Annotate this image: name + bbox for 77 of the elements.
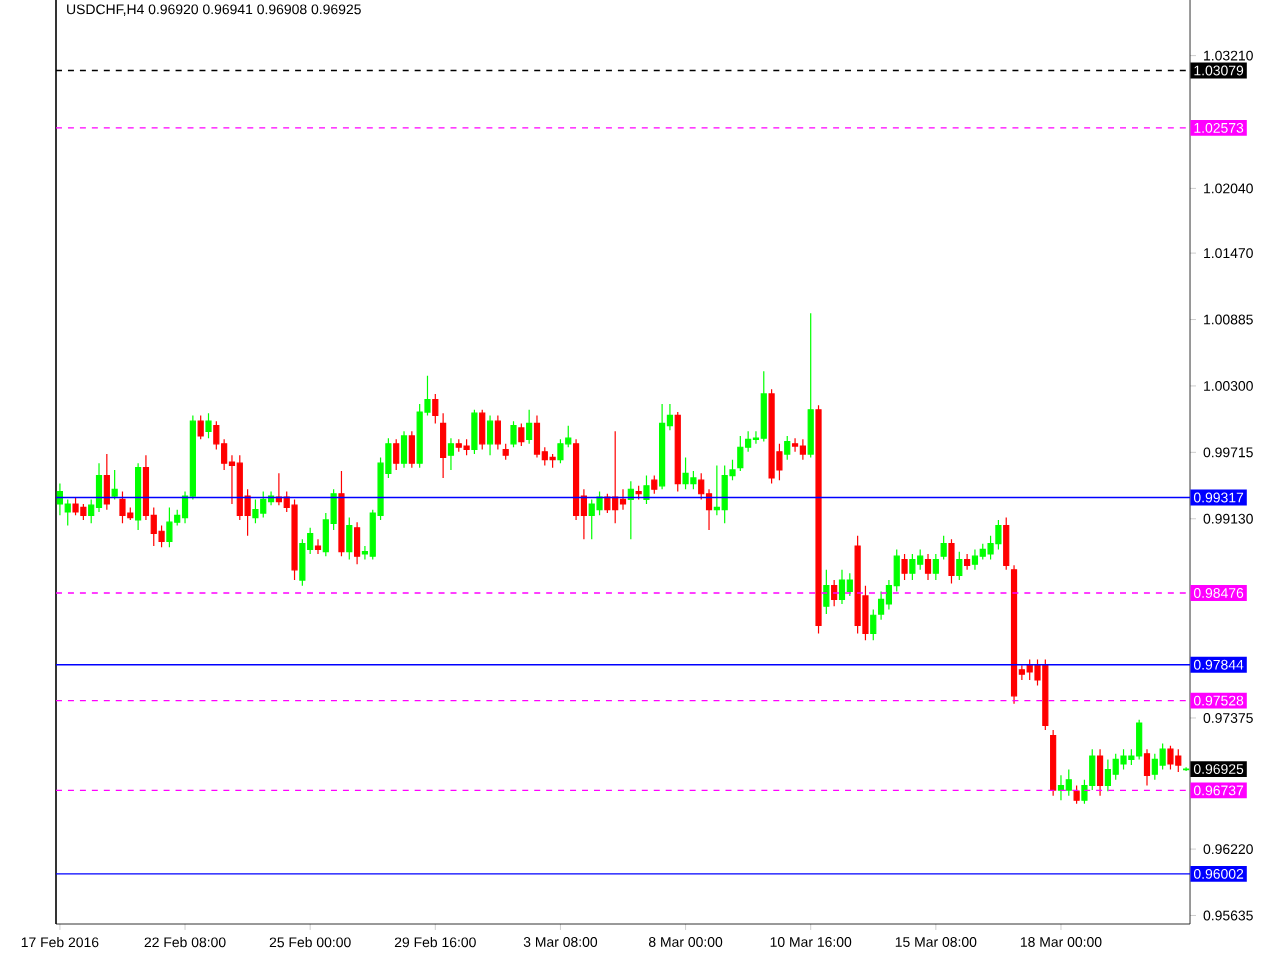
candlestick	[1143, 748, 1151, 787]
candlestick	[651, 475, 658, 495]
candlestick	[1073, 784, 1080, 805]
candlestick	[807, 312, 814, 459]
candlestick	[80, 503, 87, 521]
candlestick	[486, 414, 494, 456]
candlestick	[393, 438, 400, 471]
candlestick	[901, 553, 908, 581]
candlestick	[291, 498, 298, 581]
candlestick	[760, 370, 767, 443]
candlestick	[111, 469, 118, 501]
candlestick	[924, 553, 932, 581]
candlestick	[1050, 729, 1057, 797]
candlestick	[533, 414, 541, 459]
candlestick	[1167, 745, 1174, 771]
candlestick	[721, 464, 728, 524]
candlestick	[1057, 774, 1065, 801]
candlestick	[612, 430, 619, 524]
candlestick	[518, 422, 525, 447]
candlestick	[440, 412, 447, 479]
candlestick	[1096, 748, 1104, 797]
candlestick	[1065, 769, 1072, 797]
candlestick	[948, 538, 955, 585]
candlestick	[432, 393, 439, 424]
candlestick	[549, 453, 556, 469]
candlestick	[135, 462, 142, 531]
candlestick	[846, 572, 853, 597]
candlestick	[502, 443, 509, 461]
candlestick	[713, 464, 720, 516]
candlestick	[791, 437, 799, 453]
candlestick	[510, 420, 517, 448]
candlestick	[643, 475, 650, 505]
candlestick	[784, 435, 791, 461]
candlestick	[956, 551, 963, 581]
candlestick	[659, 403, 666, 490]
candlestick	[463, 438, 470, 456]
candlestick	[1136, 719, 1143, 760]
candlestick	[408, 430, 415, 469]
candlestick	[455, 438, 462, 453]
candlestick	[1183, 766, 1190, 772]
candlestick	[260, 490, 267, 519]
candlestick	[471, 409, 478, 455]
candlestick	[799, 438, 806, 461]
candlestick	[1026, 658, 1033, 681]
candlestick	[252, 498, 259, 524]
candlestick	[838, 569, 846, 605]
candlestick	[870, 608, 877, 641]
candlestick	[197, 414, 204, 440]
candlestick	[353, 521, 361, 565]
candlestick	[166, 506, 173, 548]
candlestick	[314, 538, 322, 555]
candlestick	[400, 430, 408, 469]
candlestick	[940, 535, 947, 561]
candlestick	[909, 553, 916, 581]
candlestick	[971, 548, 979, 571]
candlestick	[72, 496, 79, 516]
candlestick	[964, 553, 971, 571]
candlestick	[1104, 758, 1111, 792]
candlestick	[854, 535, 861, 634]
candlestick	[1175, 748, 1182, 773]
candlestick	[768, 388, 775, 485]
candlestick	[494, 414, 501, 451]
candlestick	[119, 490, 126, 524]
candlestick	[635, 485, 642, 501]
candlestick	[737, 435, 744, 472]
candlestick	[205, 412, 212, 439]
candlestick	[823, 569, 830, 615]
candlestick	[526, 409, 533, 445]
candlestick	[103, 453, 110, 511]
candlestick	[932, 553, 939, 581]
candlestick	[338, 470, 345, 557]
candlestick	[815, 404, 822, 634]
candlestick	[588, 498, 595, 540]
candlestick	[447, 437, 455, 471]
candlestick	[682, 456, 689, 490]
candlestick	[1003, 517, 1010, 571]
candlestick	[346, 517, 353, 561]
